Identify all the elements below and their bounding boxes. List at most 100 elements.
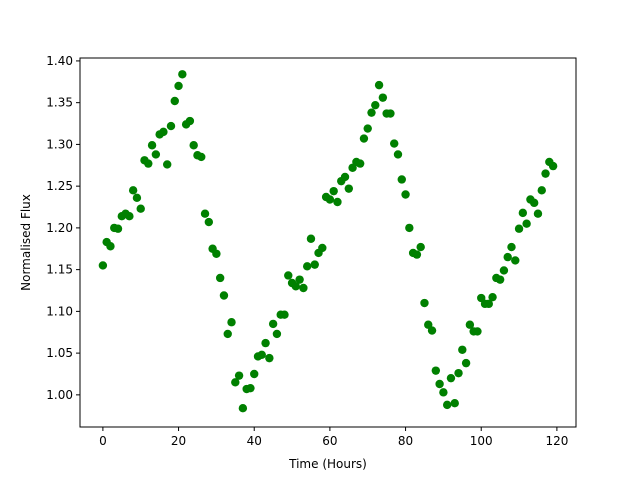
y-tick-label: 1.35 <box>46 96 73 110</box>
data-point <box>518 208 528 218</box>
data-point <box>522 219 531 228</box>
data-point <box>405 223 414 233</box>
x-tick-label: 0 <box>99 434 107 448</box>
data-point <box>272 329 282 339</box>
data-point <box>465 320 475 329</box>
data-point <box>340 172 350 182</box>
data-point <box>280 310 289 319</box>
data-point <box>219 291 229 300</box>
data-point <box>473 327 482 336</box>
y-axis-label: Normalised Flux <box>19 194 33 291</box>
data-point <box>427 326 437 335</box>
plot-frame <box>79 57 577 428</box>
data-point <box>344 184 354 193</box>
data-point <box>390 139 399 148</box>
data-point <box>495 275 505 284</box>
data-point <box>325 195 335 204</box>
data-point <box>284 271 293 280</box>
data-point <box>174 81 183 91</box>
data-point <box>189 141 198 150</box>
data-point <box>261 338 270 348</box>
x-tick-label: 40 <box>247 434 262 448</box>
y-tick-label: 1.15 <box>46 263 73 277</box>
data-point <box>329 186 338 196</box>
y-tick-label: 1.20 <box>46 221 73 235</box>
data-point <box>374 80 384 90</box>
x-tick-label: 60 <box>322 434 337 448</box>
data-point <box>265 353 274 363</box>
data-point <box>200 209 210 218</box>
data-point <box>204 217 214 227</box>
data-point <box>420 298 429 308</box>
data-point <box>401 190 410 199</box>
data-point <box>147 141 157 150</box>
data-point <box>355 159 365 168</box>
data-point <box>98 261 108 270</box>
data-point <box>548 161 558 171</box>
x-tick-label: 80 <box>398 434 413 448</box>
x-tick-label: 100 <box>470 434 493 448</box>
data-point <box>318 243 327 253</box>
data-point <box>215 273 225 283</box>
data-point <box>310 260 319 269</box>
points-group <box>98 70 558 413</box>
ticks-group: 0 20 40 60 80 100 120 1.00 1.05 1.10 1.15 1.20 1.25 1… <box>46 54 568 448</box>
data-point <box>511 256 520 265</box>
data-point <box>363 124 372 133</box>
data-point <box>461 358 471 368</box>
data-point <box>223 329 232 339</box>
data-point <box>514 224 524 233</box>
data-point <box>136 204 145 213</box>
data-point <box>431 366 441 375</box>
data-point <box>393 150 403 159</box>
data-point <box>367 108 376 117</box>
data-point <box>499 266 509 275</box>
y-tick-label: 1.00 <box>46 388 73 402</box>
data-point <box>132 193 142 203</box>
data-point <box>106 242 115 251</box>
data-point <box>386 109 395 118</box>
data-point <box>446 373 456 383</box>
data-point <box>291 282 301 291</box>
data-point <box>302 262 312 271</box>
data-point <box>125 212 134 221</box>
data-point <box>378 93 388 102</box>
data-point <box>533 209 543 218</box>
data-point <box>507 242 516 252</box>
data-point <box>439 388 448 397</box>
data-point <box>488 292 497 302</box>
data-point <box>163 160 172 169</box>
y-tick-label: 1.10 <box>46 304 73 318</box>
data-point <box>458 345 467 354</box>
data-point <box>416 242 425 252</box>
data-point <box>306 234 316 243</box>
y-tick-label: 1.40 <box>46 54 73 68</box>
data-point <box>185 116 195 126</box>
data-point <box>537 186 546 195</box>
data-point <box>113 224 123 233</box>
data-point <box>197 152 206 162</box>
data-point <box>484 299 493 309</box>
data-point <box>450 399 459 408</box>
y-tick-label: 1.05 <box>46 346 73 360</box>
data-point <box>246 383 255 393</box>
data-point <box>541 169 550 178</box>
data-point <box>166 121 176 131</box>
data-point <box>170 96 179 106</box>
data-point <box>529 198 539 208</box>
data-point <box>178 70 187 79</box>
data-point <box>231 378 240 387</box>
y-tick-label: 1.30 <box>46 137 73 151</box>
data-point <box>212 249 221 258</box>
data-point <box>234 371 244 380</box>
data-point <box>295 275 304 284</box>
data-point <box>268 319 278 329</box>
y-tick-label: 1.25 <box>46 179 73 193</box>
data-point <box>435 379 444 389</box>
x-axis-label: Time (Hours) <box>288 457 367 471</box>
data-point <box>454 368 463 378</box>
data-point <box>371 100 380 110</box>
data-point <box>257 350 266 359</box>
